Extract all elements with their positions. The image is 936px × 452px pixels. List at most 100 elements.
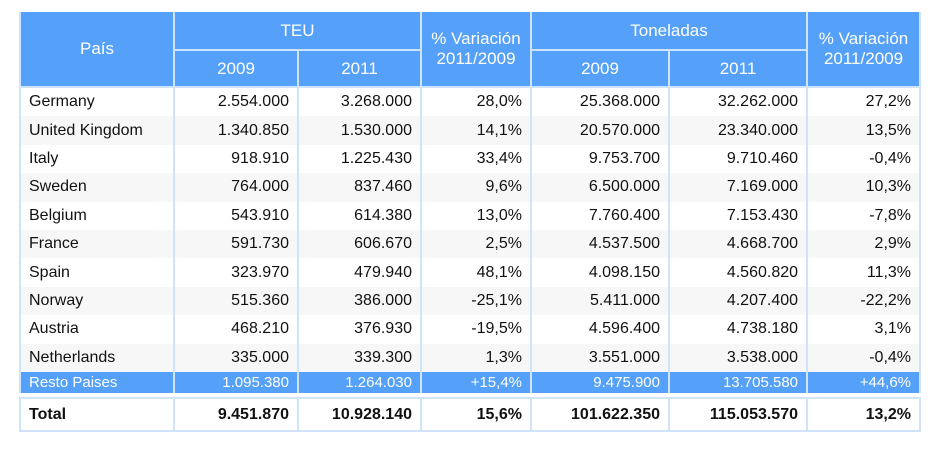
value-cell: -0,4%: [806, 343, 922, 372]
header-variacion-toneladas: % Variación 2011/2009: [806, 12, 922, 88]
value-cell: 9.475.900: [530, 371, 670, 393]
value-cell: 3.538.000: [667, 343, 809, 372]
resto-row: Resto Paises 1.095.380 1.264.030 +15,4% 9.47…: [19, 371, 922, 393]
table-row: Spain 323.970 479.940 48,1% 4.098.150 4.560.8…: [19, 258, 922, 287]
total-table: Total 9.451.870 10.928.140 15,6% 101.622…: [19, 397, 921, 432]
country-cell: Sweden: [19, 173, 175, 202]
total-row: Total 9.451.870 10.928.140 15,6% 101.622…: [19, 397, 921, 432]
country-cell: Italy: [19, 144, 175, 174]
value-cell: 1.264.030: [297, 371, 422, 393]
country-cell: Austria: [19, 315, 175, 344]
value-cell: +44,6%: [806, 371, 922, 393]
table-row: France 591.730 606.670 2,5% 4.537.500 4.668.7…: [19, 229, 922, 259]
value-cell: 4.596.400: [530, 315, 670, 344]
country-cell: United Kingdom: [19, 116, 175, 145]
value-cell: 32.262.000: [667, 87, 809, 117]
value-cell: 543.910: [173, 201, 299, 230]
country-cell: Resto Paises: [19, 371, 175, 393]
value-cell: 25.368.000: [530, 87, 670, 117]
value-cell: 837.460: [297, 173, 422, 202]
value-cell: 1,3%: [420, 343, 532, 372]
value-cell: 764.000: [173, 173, 299, 202]
value-cell: 3.268.000: [297, 87, 422, 117]
header-teu: TEU: [173, 12, 422, 51]
value-cell: 386.000: [297, 286, 422, 316]
value-cell: 1.340.850: [173, 116, 299, 145]
value-cell: 10,3%: [806, 173, 922, 202]
header-teu-2011: 2011: [297, 50, 422, 88]
value-cell: 4.738.180: [667, 315, 809, 344]
table-row: Norway 515.360 386.000 -25,1% 5.411.000 4.207…: [19, 286, 922, 316]
value-cell: 4.207.400: [667, 286, 809, 316]
total-cell: 115.053.570: [668, 397, 808, 432]
table-row: Italy 918.910 1.225.430 33,4% 9.753.700 9.710…: [19, 144, 922, 174]
value-cell: 13,0%: [420, 201, 532, 230]
header-ton-2009: 2009: [530, 50, 670, 88]
value-cell: 468.210: [173, 315, 299, 344]
value-cell: 479.940: [297, 258, 422, 287]
value-cell: 27,2%: [806, 87, 922, 117]
country-cell: Norway: [19, 286, 175, 316]
value-cell: 4.537.500: [530, 229, 670, 259]
table-row: Austria 468.210 376.930 -19,5% 4.596.400 4.73…: [19, 315, 922, 344]
value-cell: 515.360: [173, 286, 299, 316]
total-cell: 15,6%: [420, 397, 532, 432]
value-cell: 339.300: [297, 343, 422, 372]
value-cell: 2,5%: [420, 229, 532, 259]
value-cell: 23.340.000: [667, 116, 809, 145]
total-cell: 101.622.350: [530, 397, 670, 432]
value-cell: 7.153.430: [667, 201, 809, 230]
value-cell: -22,2%: [806, 286, 922, 316]
value-cell: 11,3%: [806, 258, 922, 287]
value-cell: 323.970: [173, 258, 299, 287]
value-cell: 614.380: [297, 201, 422, 230]
table-row: Belgium 543.910 614.380 13,0% 7.760.400 7.153…: [19, 201, 922, 230]
value-cell: 9,6%: [420, 173, 532, 202]
value-cell: 48,1%: [420, 258, 532, 287]
value-cell: 5.411.000: [530, 286, 670, 316]
value-cell: 33,4%: [420, 144, 532, 174]
value-cell: 13,5%: [806, 116, 922, 145]
value-cell: -0,4%: [806, 144, 922, 174]
value-cell: 9.753.700: [530, 144, 670, 174]
value-cell: 9.710.460: [667, 144, 809, 174]
value-cell: 591.730: [173, 229, 299, 259]
value-cell: 7.169.000: [667, 173, 809, 202]
country-cell: Netherlands: [19, 343, 175, 372]
header-toneladas: Toneladas: [529, 12, 809, 51]
total-label: Total: [19, 397, 175, 432]
header-ton-2011: 2011: [667, 50, 809, 88]
value-cell: 2,9%: [806, 229, 922, 259]
value-cell: 6.500.000: [530, 173, 670, 202]
value-cell: 3.551.000: [530, 343, 670, 372]
value-cell: 335.000: [173, 343, 299, 372]
table-row: United Kingdom 1.340.850 1.530.000 14,1% 20.…: [19, 116, 922, 145]
country-cell: Germany: [19, 87, 175, 117]
value-cell: -25,1%: [420, 286, 532, 316]
table-row: Sweden 764.000 837.460 9,6% 6.500.000 7.169.0…: [19, 173, 922, 202]
country-cell: Belgium: [19, 201, 175, 230]
value-cell: 606.670: [297, 229, 422, 259]
value-cell: -19,5%: [420, 315, 532, 344]
table-row: Netherlands 335.000 339.300 1,3% 3.551.000 3.…: [19, 343, 922, 372]
value-cell: 13.705.580: [667, 371, 809, 393]
value-cell: 3,1%: [806, 315, 922, 344]
value-cell: 28,0%: [420, 87, 532, 117]
table-row: Germany 2.554.000 3.268.000 28,0% 25.368.000…: [19, 87, 922, 117]
value-cell: -7,8%: [806, 201, 922, 230]
value-cell: 1.530.000: [297, 116, 422, 145]
data-table: País TEU % Variación 2011/2009 Toneladas …: [19, 12, 922, 393]
value-cell: 2.554.000: [173, 87, 299, 117]
country-cell: France: [19, 229, 175, 259]
value-cell: +15,4%: [420, 371, 532, 393]
value-cell: 376.930: [297, 315, 422, 344]
header-teu-2009: 2009: [173, 50, 299, 88]
value-cell: 7.760.400: [530, 201, 670, 230]
value-cell: 20.570.000: [530, 116, 670, 145]
country-cell: Spain: [19, 258, 175, 287]
header-pais: País: [19, 12, 175, 88]
value-cell: 4.560.820: [667, 258, 809, 287]
total-cell: 10.928.140: [297, 397, 422, 432]
header-variacion-teu: % Variación 2011/2009: [420, 12, 532, 88]
value-cell: 1.095.380: [173, 371, 299, 393]
